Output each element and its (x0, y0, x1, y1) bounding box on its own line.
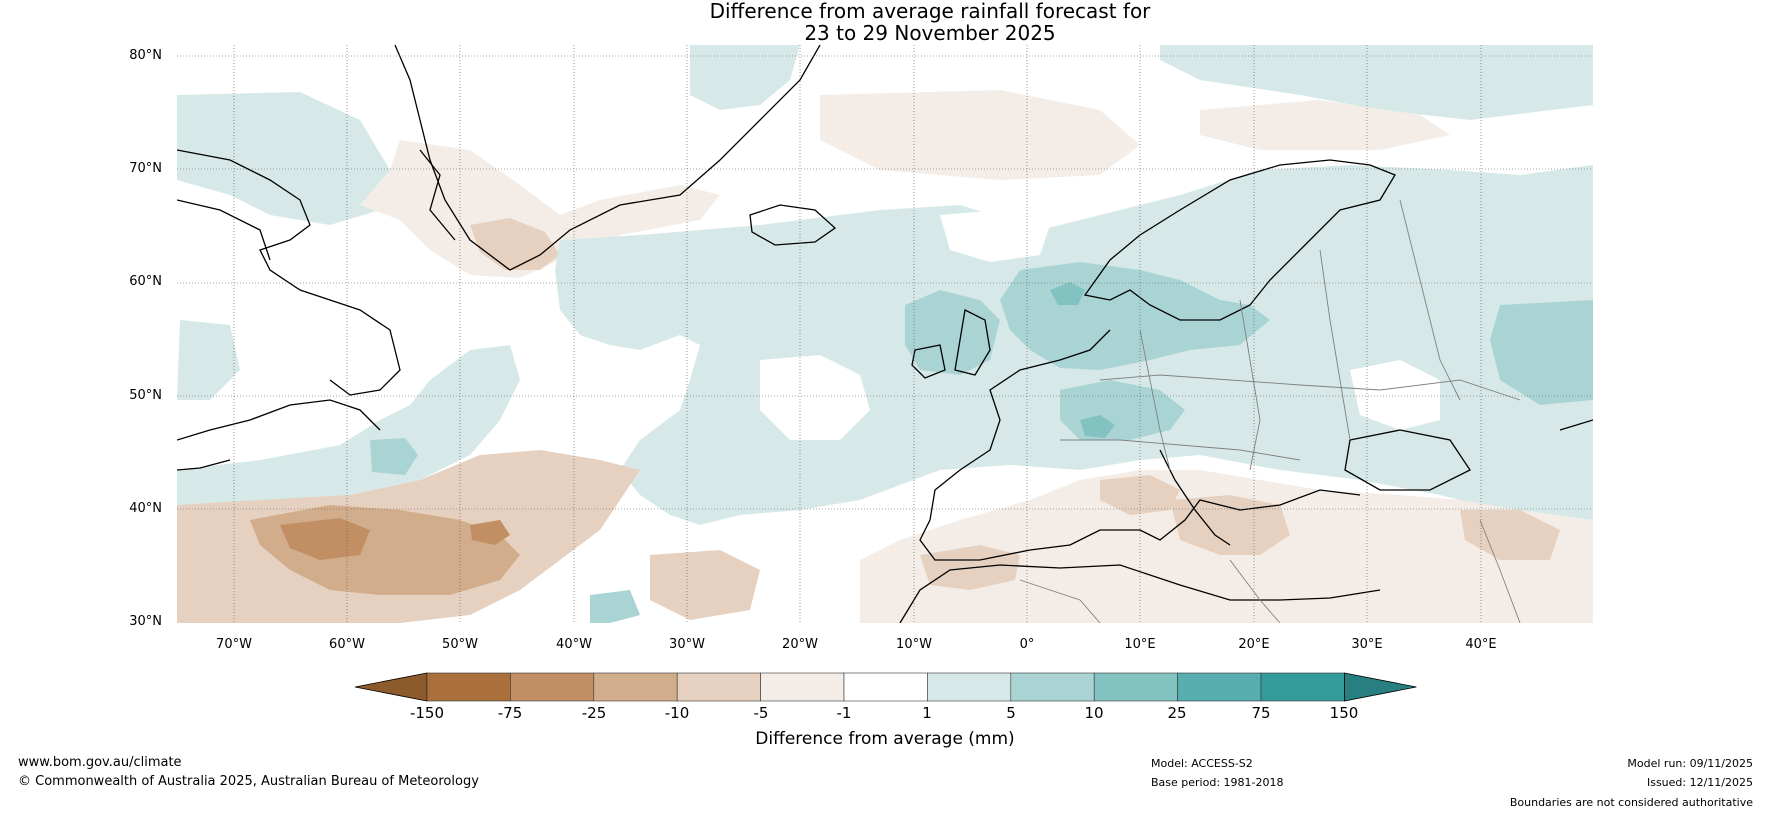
colorbar-label: Difference from average (mm) (755, 729, 1015, 749)
colorbar-segment (843, 672, 928, 702)
colorbar-tick-label: 10 (1084, 704, 1104, 722)
lon-label-40w: 40°W (556, 637, 592, 652)
colorbar-tick-label: -75 (497, 704, 523, 722)
colorbar-extend-low (354, 672, 428, 702)
website-link[interactable]: www.bom.gov.au/climate (18, 755, 182, 770)
colorbar-tick-label: 25 (1167, 704, 1187, 722)
colorbar-segment (927, 672, 1012, 702)
lon-label-60w: 60°W (329, 637, 365, 652)
disclaimer-text: Boundaries are not considered authoritat… (1509, 796, 1753, 809)
lon-label-10e: 10°E (1124, 637, 1156, 652)
colorbar-tick-label: 1 (922, 704, 932, 722)
colorbar-tick-label: -25 (581, 704, 607, 722)
colorbar-segment (1010, 672, 1095, 702)
lon-label-30e: 30°E (1351, 637, 1383, 652)
lat-label-80n: 80°N (129, 48, 162, 63)
lon-label-50w: 50°W (442, 637, 478, 652)
lon-label-20w: 20°W (782, 637, 818, 652)
colorbar-tick-label: -1 (836, 704, 852, 722)
colorbar-segment (1260, 672, 1345, 702)
colorbar-segment (510, 672, 595, 702)
model-text: Model: ACCESS-S2 (1151, 757, 1253, 770)
country-borders (1019, 199, 1521, 623)
lat-label-40n: 40°N (129, 501, 162, 516)
colorbar (354, 672, 1417, 702)
colorbar-segment (676, 672, 761, 702)
map-title-line2: 23 to 29 November 2025 (804, 21, 1056, 45)
colorbar-segment (1177, 672, 1262, 702)
colorbar-segment (426, 672, 511, 702)
rainfall-anomaly-regions (177, 45, 1593, 623)
colorbar-tick-label: -5 (753, 704, 769, 722)
gridlines (177, 45, 1593, 623)
colorbar-tick-label: -150 (409, 704, 445, 722)
lat-label-70n: 70°N (129, 161, 162, 176)
coastlines (177, 45, 1593, 623)
lat-label-30n: 30°N (129, 614, 162, 629)
colorbar-tick-label: -10 (664, 704, 690, 722)
colorbar-tick-label: 75 (1251, 704, 1271, 722)
lon-label-30w: 30°W (669, 637, 705, 652)
lon-label-20e: 20°E (1238, 637, 1270, 652)
lon-label-40e: 40°E (1465, 637, 1497, 652)
colorbar-segment (1093, 672, 1178, 702)
lat-label-60n: 60°N (129, 274, 162, 289)
issued-text: Issued: 12/11/2025 (1646, 776, 1753, 789)
lon-label-0: 0° (1019, 637, 1035, 652)
lat-label-50n: 50°N (129, 388, 162, 403)
colorbar-extend-high (1344, 672, 1417, 702)
copyright-text: © Commonwealth of Australia 2025, Austra… (18, 774, 479, 789)
colorbar-tick-label: 150 (1329, 704, 1359, 722)
lon-label-10w: 10°W (896, 637, 932, 652)
colorbar-segment (760, 672, 845, 702)
lon-label-70w: 70°W (216, 637, 252, 652)
colorbar-tick-label: 5 (1006, 704, 1016, 722)
map-field (177, 45, 1593, 623)
colorbar-segment (593, 672, 678, 702)
map-title-line1: Difference from average rainfall forecas… (709, 0, 1151, 23)
model-run-text: Model run: 09/11/2025 (1627, 757, 1753, 770)
base-period-text: Base period: 1981-2018 (1151, 776, 1284, 789)
